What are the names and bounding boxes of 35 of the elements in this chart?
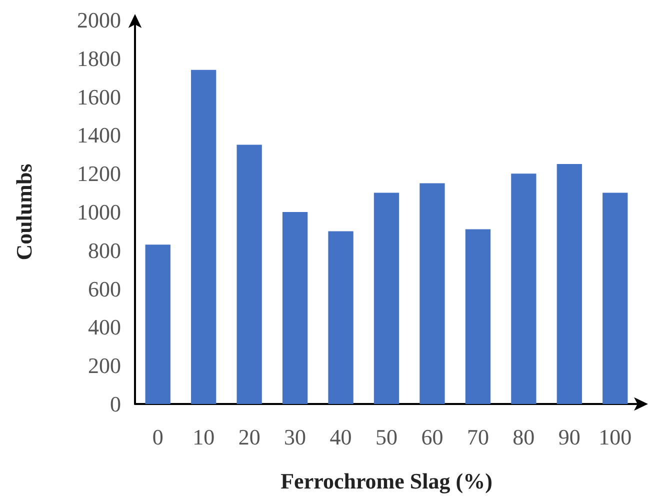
bar: [420, 183, 445, 404]
bar: [236, 144, 262, 404]
x-tick-label: 0: [152, 424, 164, 450]
bar: [465, 229, 491, 404]
y-tick-label: 400: [88, 314, 121, 340]
y-tick-label: 2000: [77, 8, 121, 32]
x-tick-label: 10: [192, 424, 215, 450]
x-tick-label: 30: [284, 424, 306, 450]
x-tick-label: 100: [598, 424, 632, 450]
x-axis-title: Ferrochrome Slag (%): [280, 468, 492, 494]
y-axis-title: Coulumbs: [12, 163, 36, 260]
bar: [511, 174, 536, 404]
bar: [191, 70, 216, 404]
x-tick-label: 50: [376, 424, 398, 450]
x-tick-label: 90: [558, 424, 580, 450]
bar: [282, 212, 308, 404]
x-tick-label: 20: [238, 424, 260, 450]
x-tick-label: 70: [466, 424, 489, 450]
y-tick-label: 1400: [77, 122, 121, 148]
bar: [374, 192, 400, 404]
x-tick-label: 80: [512, 424, 535, 450]
x-tick-label: 60: [421, 424, 444, 450]
y-tick-label: 1600: [77, 84, 121, 110]
x-tick-label: 40: [330, 424, 352, 450]
y-tick-label: 600: [88, 276, 121, 302]
y-tick-label: 1000: [77, 200, 121, 224]
y-tick-label: 1200: [77, 161, 121, 186]
bar: [556, 164, 582, 404]
y-tick-label: 1800: [77, 46, 121, 71]
y-tick-label: 0: [110, 392, 121, 416]
bar: [328, 231, 354, 404]
y-tick-label: 200: [88, 353, 121, 378]
bar: [145, 244, 170, 404]
y-tick-label: 800: [88, 238, 121, 263]
bar: [602, 192, 628, 404]
